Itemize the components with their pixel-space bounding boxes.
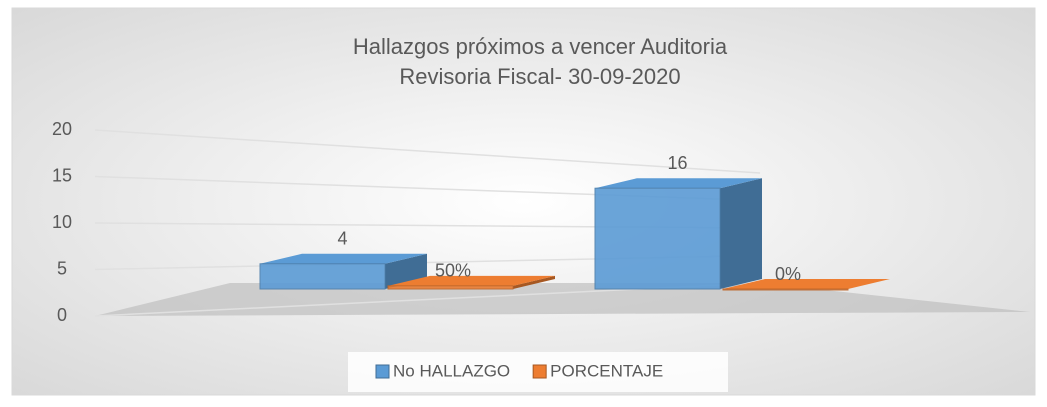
data-label: 0% bbox=[775, 264, 801, 284]
chart-area bbox=[11, 7, 1036, 396]
y-tick-label: 0 bbox=[57, 305, 67, 325]
bar-face bbox=[513, 275, 555, 289]
data-label: 4 bbox=[337, 229, 347, 249]
legend-swatch bbox=[532, 364, 547, 379]
data-label: 50% bbox=[435, 261, 471, 281]
grid-line bbox=[94, 129, 761, 174]
legend-label: PORCENTAJE bbox=[550, 361, 663, 380]
y-tick-label: 5 bbox=[57, 258, 67, 278]
y-tick-label: 10 bbox=[52, 212, 72, 232]
y-tick-label: 15 bbox=[52, 165, 72, 185]
bar-face bbox=[260, 253, 427, 264]
y-tick-label: 20 bbox=[52, 119, 72, 139]
bar bbox=[387, 275, 555, 290]
bar-face bbox=[595, 178, 762, 189]
chart-title: Hallazgos próximos a vencer Auditoria bbox=[353, 34, 728, 59]
bar bbox=[594, 178, 762, 290]
bar-face bbox=[720, 178, 762, 289]
data-label: 16 bbox=[667, 153, 687, 173]
chart-title: Revisoria Fiscal- 30-09-2020 bbox=[399, 64, 680, 89]
bar-face bbox=[723, 279, 890, 289]
floor bbox=[95, 283, 1030, 316]
bar-face bbox=[722, 288, 849, 291]
bar-face bbox=[387, 285, 514, 290]
bar bbox=[722, 279, 890, 291]
bar-face bbox=[259, 263, 386, 290]
legend-swatch bbox=[375, 364, 390, 379]
bar-face bbox=[388, 275, 555, 286]
bar-face bbox=[594, 187, 721, 290]
legend-label: No HALLAZGO bbox=[393, 361, 510, 380]
